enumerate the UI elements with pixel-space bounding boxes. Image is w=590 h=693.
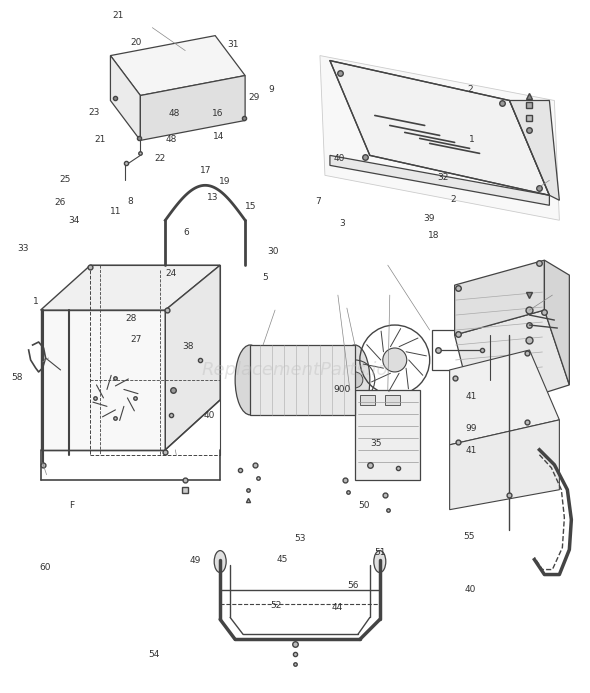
- Text: 1: 1: [33, 297, 39, 306]
- Text: 52: 52: [270, 602, 282, 611]
- Text: F: F: [69, 501, 74, 510]
- Text: 25: 25: [60, 175, 71, 184]
- Text: 21: 21: [94, 134, 105, 143]
- Text: 60: 60: [39, 563, 51, 572]
- Polygon shape: [110, 35, 245, 96]
- Text: 20: 20: [130, 37, 142, 46]
- Text: 49: 49: [189, 556, 201, 565]
- Text: 21: 21: [113, 11, 124, 20]
- Text: 50: 50: [359, 501, 370, 510]
- Text: 26: 26: [54, 198, 65, 207]
- Text: 56: 56: [347, 581, 359, 590]
- Text: 29: 29: [248, 93, 260, 102]
- Text: 6: 6: [183, 228, 189, 237]
- Polygon shape: [330, 155, 549, 205]
- Bar: [53, 335, 84, 353]
- Text: 41: 41: [466, 392, 477, 401]
- Text: 14: 14: [213, 132, 224, 141]
- Polygon shape: [140, 76, 245, 141]
- Text: 32: 32: [438, 173, 449, 182]
- Text: 2: 2: [450, 195, 455, 204]
- Text: 44: 44: [332, 604, 343, 613]
- Bar: [487, 123, 509, 173]
- Text: 38: 38: [182, 342, 194, 351]
- Circle shape: [166, 53, 171, 58]
- Polygon shape: [330, 60, 549, 195]
- Circle shape: [106, 388, 126, 408]
- Text: 35: 35: [371, 439, 382, 448]
- Circle shape: [383, 348, 407, 372]
- Bar: [53, 385, 84, 403]
- Text: 16: 16: [212, 109, 223, 118]
- Text: 33: 33: [17, 244, 29, 253]
- Text: 31: 31: [228, 40, 239, 49]
- Polygon shape: [110, 55, 140, 141]
- Polygon shape: [510, 100, 559, 200]
- Polygon shape: [455, 310, 569, 415]
- Text: 15: 15: [245, 202, 257, 211]
- Ellipse shape: [214, 551, 226, 572]
- Text: 17: 17: [200, 166, 211, 175]
- Text: 23: 23: [88, 108, 99, 117]
- Polygon shape: [450, 350, 559, 445]
- Ellipse shape: [374, 551, 386, 572]
- Text: 40: 40: [333, 154, 345, 163]
- Polygon shape: [320, 55, 559, 220]
- Text: 900: 900: [333, 385, 350, 394]
- Bar: [90, 345, 106, 357]
- Bar: [53, 408, 84, 426]
- Text: 2: 2: [468, 85, 473, 94]
- Bar: [53, 360, 84, 378]
- Text: 55: 55: [463, 532, 474, 541]
- Text: 5: 5: [263, 273, 268, 282]
- Polygon shape: [250, 345, 355, 415]
- Ellipse shape: [530, 447, 548, 457]
- Ellipse shape: [235, 345, 265, 415]
- Text: 27: 27: [130, 335, 142, 344]
- Text: 19: 19: [219, 177, 230, 186]
- Text: 7: 7: [316, 197, 322, 206]
- Text: 99: 99: [466, 423, 477, 432]
- Text: 8: 8: [127, 197, 133, 206]
- Text: 40: 40: [204, 411, 215, 420]
- Bar: [385, 395, 400, 405]
- Text: 28: 28: [126, 315, 137, 324]
- Text: 41: 41: [466, 446, 477, 455]
- Text: 18: 18: [428, 231, 439, 240]
- Text: 58: 58: [11, 373, 23, 382]
- Text: 3: 3: [339, 219, 345, 228]
- Text: 45: 45: [276, 555, 288, 564]
- Text: 53: 53: [294, 534, 306, 543]
- Bar: [360, 395, 375, 405]
- Text: 54: 54: [148, 650, 159, 659]
- Text: 48: 48: [169, 109, 180, 118]
- Polygon shape: [41, 265, 220, 310]
- Bar: [355, 390, 419, 480]
- Polygon shape: [41, 310, 165, 450]
- Polygon shape: [450, 420, 559, 509]
- Bar: [432, 330, 487, 370]
- Text: 22: 22: [154, 154, 165, 163]
- Polygon shape: [545, 260, 569, 385]
- Text: 40: 40: [465, 586, 476, 595]
- Text: ReplacementParts.io: ReplacementParts.io: [202, 361, 388, 379]
- Text: 48: 48: [166, 134, 177, 143]
- Ellipse shape: [340, 345, 370, 415]
- Text: 11: 11: [110, 207, 121, 216]
- Text: 30: 30: [267, 247, 278, 256]
- Text: 39: 39: [424, 214, 435, 223]
- Polygon shape: [455, 260, 545, 335]
- Text: 51: 51: [375, 548, 386, 557]
- Text: 34: 34: [68, 216, 80, 225]
- Text: 1: 1: [468, 134, 474, 143]
- Text: 13: 13: [207, 193, 218, 202]
- Text: 24: 24: [166, 270, 177, 279]
- Text: 9: 9: [268, 85, 274, 94]
- Circle shape: [347, 372, 363, 388]
- Polygon shape: [165, 265, 220, 450]
